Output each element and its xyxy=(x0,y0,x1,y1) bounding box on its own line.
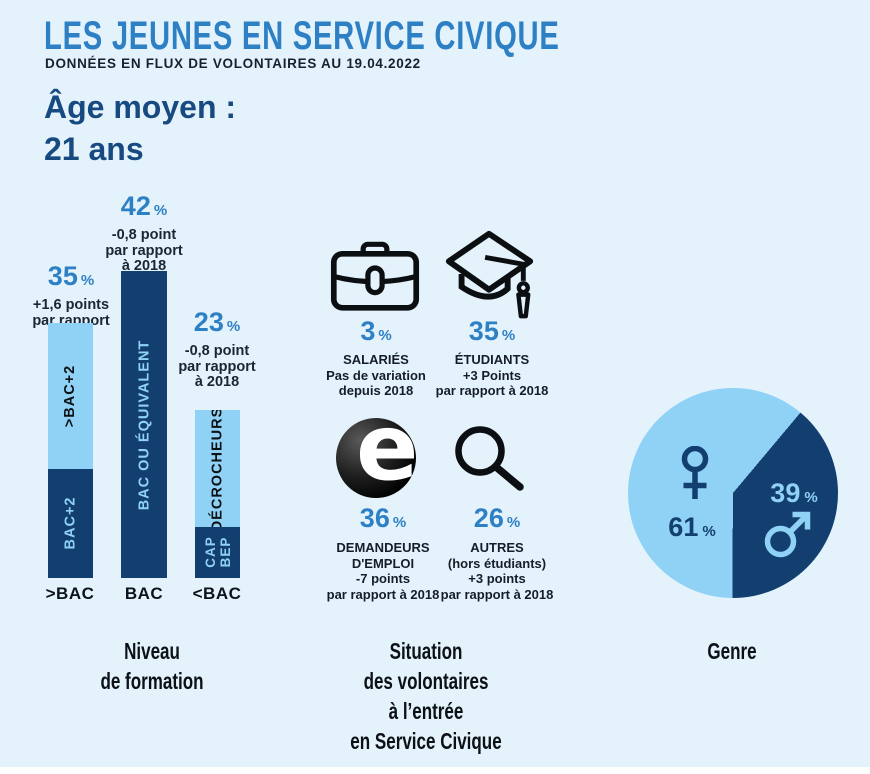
percent-sign: % xyxy=(804,489,818,506)
autres-percentage: 26 % xyxy=(437,504,557,537)
infbac-percent-value: 23 xyxy=(193,307,224,337)
bar-segment-bac-equivalent: BAC OU ÉQUIVALENT xyxy=(121,271,167,578)
male-percent-value: 39 xyxy=(770,478,801,508)
briefcase-icon xyxy=(330,241,420,311)
percent-sign: % xyxy=(702,523,716,540)
stat-autres: 26 % xyxy=(437,504,557,537)
demandeurs-percentage: 36 % xyxy=(323,504,443,537)
bar-infbac: DÉCROCHEURS CAP BEP xyxy=(195,410,240,578)
supbac-percent-value: 35 xyxy=(47,261,78,291)
percent-sign: % xyxy=(80,272,95,289)
bar-annotation-infbac: 23 % -0,8 point par rapport à 2018 xyxy=(157,308,277,391)
page-title: LES JEUNES EN SERVICE CIVIQUE xyxy=(44,14,560,58)
segment-label: BAC OU ÉQUIVALENT xyxy=(136,339,153,511)
page-subtitle: DONNÉES EN FLUX DE VOLONTAIRES AU 19.04.… xyxy=(45,56,421,71)
segment-label: BAC+2 xyxy=(62,496,79,550)
average-age-line1: Âge moyen : xyxy=(44,89,237,125)
bac-percent-value: 42 xyxy=(120,191,151,221)
stat-demandeurs: 36 % xyxy=(323,504,443,537)
autres-label-block: AUTRES (hors étudiants) +3 points par ra… xyxy=(440,540,554,602)
bottom-white-strip xyxy=(0,767,870,774)
bar-segment-decrocheurs: DÉCROCHEURS xyxy=(195,410,240,527)
magnifier-icon xyxy=(455,426,524,491)
etudiants-label-block: ÉTUDIANTS +3 Points par rapport à 2018 xyxy=(435,352,549,398)
bar-segment-supbac2: >BAC+2 xyxy=(48,322,93,469)
demandeurs-percent-value: 36 xyxy=(359,503,390,533)
caption-situation-volontaires: Situation des volontaires à l’entrée en … xyxy=(350,638,502,754)
bar-annotation-bac: 42 % -0,8 point par rapport à 2018 xyxy=(84,192,204,275)
male-icon xyxy=(764,511,811,558)
bar-segment-cap-bep: CAP BEP xyxy=(195,526,240,578)
stat-etudiants: 35 % xyxy=(432,317,552,350)
percent-sign: % xyxy=(501,327,516,344)
bar-bac: BAC OU ÉQUIVALENT xyxy=(121,271,167,578)
female-icon xyxy=(681,446,709,499)
segment-label: CAP BEP xyxy=(202,536,233,569)
graduation-cap-icon xyxy=(445,230,534,319)
percent-sign: % xyxy=(153,202,168,219)
pole-emploi-icon: e xyxy=(336,394,418,501)
segment-label: DÉCROCHEURS xyxy=(209,410,226,527)
average-age-line2: 21 ans xyxy=(44,131,144,167)
male-percentage: 39 % xyxy=(752,478,836,509)
infbac-delta-note: -0,8 point par rapport à 2018 xyxy=(178,343,256,390)
stat-salaries: 3 % xyxy=(316,317,436,350)
caption-niveau-de-formation: Niveau de formation xyxy=(100,638,204,694)
demandeurs-label-block: DEMANDEURS D'EMPLOI -7 points par rappor… xyxy=(326,540,440,602)
percent-sign: % xyxy=(378,327,392,344)
female-percentage: 61 % xyxy=(650,512,734,543)
supbac-percentage: 35 % xyxy=(11,262,131,295)
caption-genre: Genre xyxy=(707,638,757,664)
genre-pie-chart xyxy=(628,388,838,598)
axis-label-infbac: <BAC xyxy=(192,584,242,603)
autres-percent-value: 26 xyxy=(473,503,504,533)
etudiants-percent-value: 35 xyxy=(468,316,499,346)
average-age-heading: Âge moyen : 21 ans xyxy=(44,86,236,170)
axis-label-supbac: >BAC xyxy=(45,584,95,603)
segment-label: >BAC+2 xyxy=(62,364,79,427)
axis-label-bac: BAC xyxy=(124,584,164,603)
salaries-percent-value: 3 xyxy=(360,316,376,346)
bar-segment-bac2: BAC+2 xyxy=(48,468,93,578)
bar-supbac: >BAC+2 BAC+2 xyxy=(48,322,93,578)
etudiants-percentage: 35 % xyxy=(432,317,552,350)
percent-sign: % xyxy=(226,318,241,335)
bac-delta-note: -0,8 point par rapport à 2018 xyxy=(105,227,183,274)
female-percent-value: 61 xyxy=(668,512,699,542)
infbac-percentage: 23 % xyxy=(157,308,277,341)
bac-percentage: 42 % xyxy=(84,192,204,225)
percent-sign: % xyxy=(392,514,407,531)
percent-sign: % xyxy=(506,514,521,531)
salaries-percentage: 3 % xyxy=(316,317,436,350)
salaries-label-block: SALARIÉS Pas de variation depuis 2018 xyxy=(326,352,426,398)
